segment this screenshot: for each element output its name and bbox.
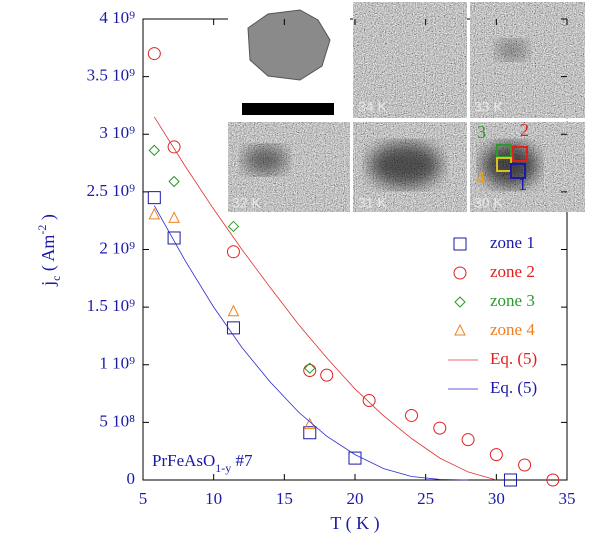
zone-label: 4 [476, 168, 485, 188]
marker [148, 144, 161, 157]
legend-label: zone 3 [490, 291, 535, 310]
y-tick-label: 1 10⁹ [99, 354, 135, 373]
marker [167, 231, 181, 245]
y-tick-label: 2 10⁹ [99, 238, 135, 257]
inset: 34 K 33 K 32 K 31 K 30 K 1 2 3 4 [228, 2, 585, 212]
marker [348, 451, 362, 465]
marker [320, 368, 334, 382]
sample-photo [247, 9, 331, 81]
marker [489, 448, 503, 462]
legend-label: zone 2 [490, 262, 535, 281]
legend-label: zone 1 [490, 233, 535, 252]
marker [518, 458, 532, 472]
zone-box [512, 146, 528, 162]
marker [168, 175, 180, 188]
x-tick-label: 35 [559, 489, 576, 508]
marker [167, 140, 181, 154]
fit-line [153, 116, 497, 481]
marker [147, 191, 161, 205]
marker [226, 321, 240, 335]
legend-swatch [454, 296, 466, 308]
x-tick-label: 15 [276, 489, 293, 508]
y-axis-label-part: ( Am [38, 235, 59, 276]
y-tick-label: 5 10⁸ [99, 411, 135, 430]
y-tick-label: 3.5 10⁹ [87, 66, 136, 85]
marker [362, 393, 376, 407]
marker [461, 433, 475, 447]
x-tick-label: 25 [417, 489, 434, 508]
inset-label: 31 K [358, 195, 387, 211]
zone-label: 1 [518, 174, 527, 194]
marker [226, 245, 240, 259]
zone-label: 2 [520, 120, 529, 140]
y-axis-label: jc ( Am-2 ) [35, 214, 63, 287]
zone-label: 3 [477, 122, 486, 142]
marker [303, 364, 317, 378]
inset-label: 33 K [474, 99, 503, 115]
image-panel [470, 2, 585, 118]
y-axis-label-part: c [49, 276, 63, 281]
marker [304, 362, 316, 374]
legend-label: Eq. (5) [490, 349, 537, 368]
image-panel [353, 2, 467, 118]
marker [227, 304, 240, 317]
y-tick-label: 3 10⁹ [99, 123, 135, 142]
y-axis-label-part: j [38, 281, 58, 287]
annotation: PrFeAsO1-y #7 [152, 451, 253, 475]
zone-box [510, 163, 526, 179]
marker [503, 473, 517, 487]
legend-label: Eq. (5) [490, 378, 537, 397]
x-tick-label: 10 [205, 489, 222, 508]
annotation-part: #7 [231, 451, 253, 470]
x-tick-label: 5 [139, 489, 148, 508]
x-axis-label: T ( K ) [330, 513, 379, 534]
marker [546, 473, 560, 487]
y-tick-label: 4 10⁹ [99, 8, 135, 27]
marker [227, 220, 240, 233]
flux-region [369, 143, 441, 187]
marker [433, 421, 447, 435]
x-tick-label: 30 [488, 489, 505, 508]
inset-label: 30 K [474, 195, 503, 211]
annotation-part: 1-y [215, 461, 231, 475]
marker [303, 426, 317, 440]
inset-label: 34 K [358, 99, 387, 115]
legend-swatch [454, 323, 466, 336]
x-tick-label: 20 [347, 489, 364, 508]
flux-region [496, 40, 528, 60]
scale-bar [242, 103, 334, 115]
legend-swatch [453, 237, 467, 251]
fit-line [153, 205, 469, 481]
legend-label: zone 4 [490, 320, 535, 339]
marker [405, 408, 419, 422]
y-axis-label-part: -2 [35, 225, 49, 235]
marker [148, 207, 161, 220]
inset-label: 32 K [232, 195, 261, 211]
y-tick-label: 0 [127, 469, 136, 488]
legend-swatch [453, 266, 467, 280]
marker [168, 211, 180, 223]
annotation-part: PrFeAsO [152, 451, 215, 470]
y-axis-label-part: ) [38, 214, 59, 225]
marker [147, 47, 161, 61]
flux-region [243, 146, 287, 174]
y-tick-label: 2.5 10⁹ [87, 181, 136, 200]
y-tick-label: 1.5 10⁹ [87, 296, 136, 315]
